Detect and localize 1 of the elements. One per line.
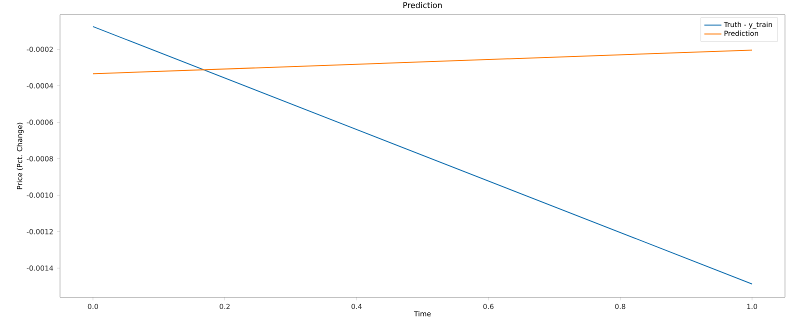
chart-title: Prediction [403, 2, 442, 8]
